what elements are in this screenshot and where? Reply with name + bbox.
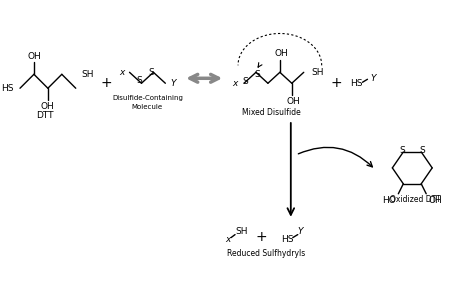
Text: Reduced Sulfhydryls: Reduced Sulfhydryls	[227, 249, 305, 258]
Text: OH: OH	[27, 52, 41, 61]
Text: HS: HS	[281, 235, 293, 244]
Text: OH: OH	[428, 196, 442, 205]
Text: Y: Y	[371, 74, 376, 83]
Text: S: S	[137, 76, 142, 85]
Text: HS: HS	[351, 79, 363, 88]
Text: OH: OH	[275, 49, 289, 58]
Text: DTT: DTT	[36, 111, 54, 120]
Text: SH: SH	[82, 70, 94, 79]
Text: x: x	[226, 235, 231, 244]
Text: S: S	[242, 77, 248, 86]
Text: S: S	[400, 146, 405, 155]
Text: Mixed Disulfide: Mixed Disulfide	[242, 108, 300, 117]
Text: HO: HO	[383, 196, 396, 205]
Text: S: S	[419, 146, 425, 155]
Text: x: x	[119, 68, 125, 77]
Text: OH: OH	[287, 97, 301, 106]
Text: S: S	[148, 68, 155, 77]
Text: HS: HS	[1, 84, 14, 93]
Text: SH: SH	[235, 227, 247, 236]
Text: S: S	[254, 70, 260, 79]
Text: +: +	[331, 76, 342, 90]
Text: Y: Y	[170, 79, 176, 88]
Text: +: +	[101, 76, 112, 90]
Text: +: +	[255, 230, 267, 244]
Text: x: x	[233, 79, 238, 88]
Text: OH: OH	[41, 102, 55, 111]
Text: Disulfide-Containing: Disulfide-Containing	[112, 95, 183, 101]
Text: Molecule: Molecule	[132, 104, 163, 110]
Text: Oxidized DTT: Oxidized DTT	[390, 195, 441, 204]
Text: Y: Y	[298, 227, 303, 236]
Text: SH: SH	[312, 68, 324, 77]
